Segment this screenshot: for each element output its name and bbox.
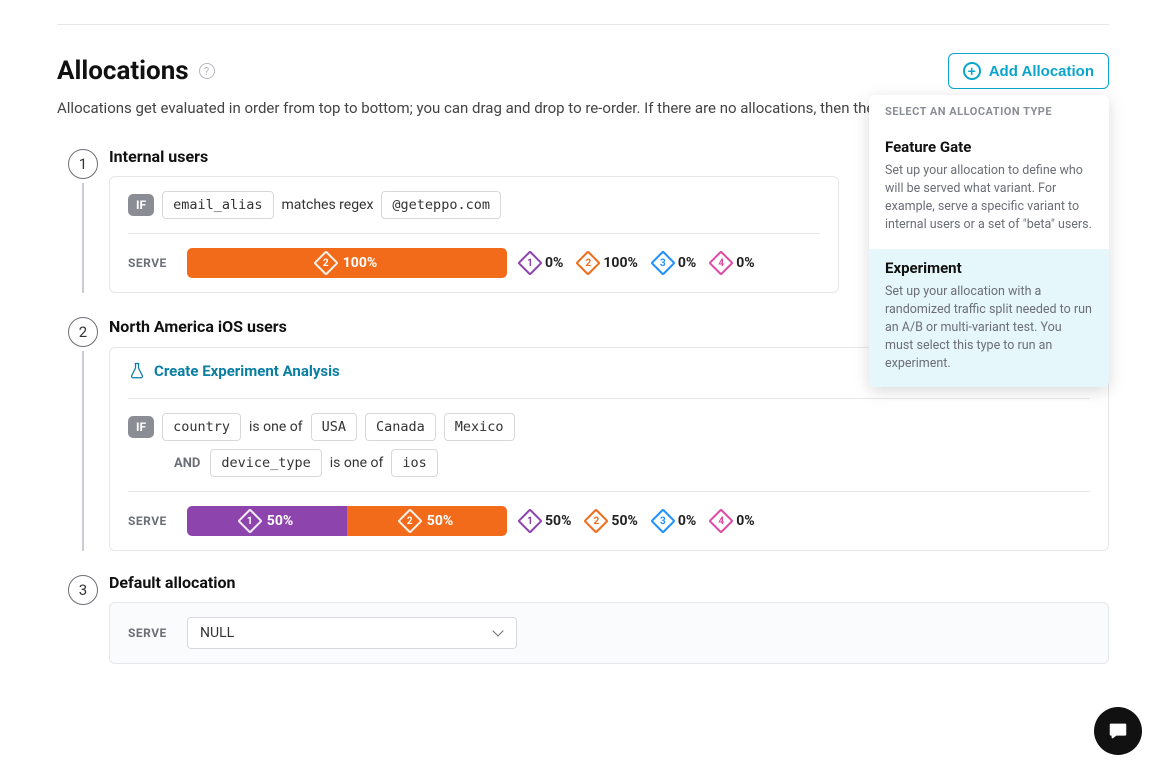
add-allocation-label: Add Allocation xyxy=(989,63,1094,80)
allocation-card: IF email_alias matches regex @geteppo.co… xyxy=(109,176,839,293)
dropdown-item-feature-gate[interactable]: Feature Gate Set up your allocation to d… xyxy=(869,128,1109,249)
dropdown-item-title: Experiment xyxy=(885,259,1093,277)
variant-diamond-icon: 3 xyxy=(654,254,672,272)
serve-chip: 4 0% xyxy=(712,254,754,272)
rule-field-chip: country xyxy=(162,413,241,441)
serve-segment-pct: 50% xyxy=(267,513,293,529)
serve-label: SERVE xyxy=(128,514,173,528)
default-allocation-card: SERVE NULL xyxy=(109,602,1109,664)
flask-icon xyxy=(128,362,146,380)
chat-icon xyxy=(1107,720,1129,742)
dropdown-item-title: Feature Gate xyxy=(885,138,1093,156)
serve-segment-pct: 50% xyxy=(427,513,453,529)
allocation-title-default: Default allocation xyxy=(109,573,236,592)
step-number: 2 xyxy=(68,317,98,347)
chat-fab[interactable] xyxy=(1094,707,1142,755)
create-experiment-link[interactable]: Create Experiment Analysis xyxy=(128,362,340,380)
serve-chip-pct: 0% xyxy=(678,513,696,529)
rule-if-badge: IF xyxy=(128,194,154,216)
variant-diamond-icon: 4 xyxy=(712,512,730,530)
rule-if-badge: IF xyxy=(128,416,154,438)
variant-diamond-icon: 1 xyxy=(241,512,259,530)
variant-diamond-icon: 4 xyxy=(712,254,730,272)
serve-chips: 1 50% 2 50% 3 0% 4 0% xyxy=(521,512,755,530)
help-icon[interactable]: ? xyxy=(199,63,215,79)
page-title: Allocations xyxy=(57,56,189,86)
serve-segment-pct: 100% xyxy=(343,255,377,271)
step-connector xyxy=(82,351,84,551)
serve-chip-pct: 50% xyxy=(611,513,637,529)
rule-operator: is one of xyxy=(249,419,303,435)
serve-row: SERVE 1 50% 2 50% 1 50% xyxy=(128,506,1090,536)
rule-field-chip: email_alias xyxy=(162,191,273,219)
variant-diamond-icon: 3 xyxy=(654,512,672,530)
dropdown-title: SELECT AN ALLOCATION TYPE xyxy=(869,105,1109,128)
serve-chip-pct: 0% xyxy=(678,255,696,271)
serve-chip: 4 0% xyxy=(712,512,754,530)
variant-diamond-icon: 1 xyxy=(521,254,539,272)
serve-chip: 2 100% xyxy=(579,254,637,272)
serve-row: SERVE 2 100% 1 0% 2 100% xyxy=(128,248,820,278)
serve-bar: 1 50% 2 50% xyxy=(187,506,507,536)
serve-chip: 2 50% xyxy=(587,512,637,530)
serve-chip: 3 0% xyxy=(654,254,696,272)
chevron-down-icon xyxy=(492,627,504,639)
serve-segment: 2 100% xyxy=(187,248,507,278)
variant-diamond-icon: 1 xyxy=(521,512,539,530)
dropdown-item-desc: Set up your allocation with a randomized… xyxy=(885,283,1093,374)
rule-operator: matches regex xyxy=(282,197,374,213)
rule-value-chip: ios xyxy=(391,449,437,477)
default-serve-value: NULL xyxy=(200,625,234,641)
plus-icon: + xyxy=(963,62,981,80)
rule-operator: is one of xyxy=(330,455,384,471)
dropdown-item-desc: Set up your allocation to define who wil… xyxy=(885,162,1093,235)
allocation-type-dropdown: SELECT AN ALLOCATION TYPE Feature Gate S… xyxy=(869,95,1109,387)
rule-row: IF country is one of USA Canada Mexico xyxy=(128,413,1090,441)
serve-chip-pct: 0% xyxy=(736,513,754,529)
variant-diamond-icon: 2 xyxy=(579,254,597,272)
serve-label: SERVE xyxy=(128,626,173,640)
rule-value-chip: @geteppo.com xyxy=(381,191,501,219)
allocation-title: North America iOS users xyxy=(109,317,287,336)
variant-diamond-icon: 2 xyxy=(587,512,605,530)
create-experiment-label: Create Experiment Analysis xyxy=(154,362,340,380)
serve-chip-pct: 50% xyxy=(545,513,571,529)
serve-segment: 2 50% xyxy=(347,506,507,536)
serve-label: SERVE xyxy=(128,256,173,270)
serve-chip-pct: 100% xyxy=(603,255,637,271)
rule-value-chip: Mexico xyxy=(444,413,515,441)
variant-diamond-icon: 2 xyxy=(317,254,335,272)
rule-value-chip: USA xyxy=(311,413,357,441)
rule-and-badge: AND xyxy=(172,456,202,471)
rule-field-chip: device_type xyxy=(210,449,321,477)
step-connector xyxy=(82,183,84,293)
step-number: 3 xyxy=(68,575,98,605)
serve-chip-pct: 0% xyxy=(545,255,563,271)
serve-segment: 1 50% xyxy=(187,506,347,536)
dropdown-item-experiment[interactable]: Experiment Set up your allocation with a… xyxy=(869,249,1109,388)
step-number: 1 xyxy=(68,149,98,179)
serve-bar: 2 100% xyxy=(187,248,507,278)
rule-row: IF email_alias matches regex @geteppo.co… xyxy=(128,191,820,219)
rule-row: AND device_type is one of ios xyxy=(128,449,1090,477)
allocation-title: Internal users xyxy=(109,147,208,166)
serve-chip: 1 0% xyxy=(521,254,563,272)
variant-diamond-icon: 2 xyxy=(401,512,419,530)
serve-chip: 1 50% xyxy=(521,512,571,530)
serve-chip: 3 0% xyxy=(654,512,696,530)
default-serve-select[interactable]: NULL xyxy=(187,617,517,649)
rule-value-chip: Canada xyxy=(365,413,436,441)
serve-chip-pct: 0% xyxy=(736,255,754,271)
add-allocation-button[interactable]: + Add Allocation xyxy=(948,53,1109,89)
serve-chips: 1 0% 2 100% 3 0% 4 0% xyxy=(521,254,755,272)
